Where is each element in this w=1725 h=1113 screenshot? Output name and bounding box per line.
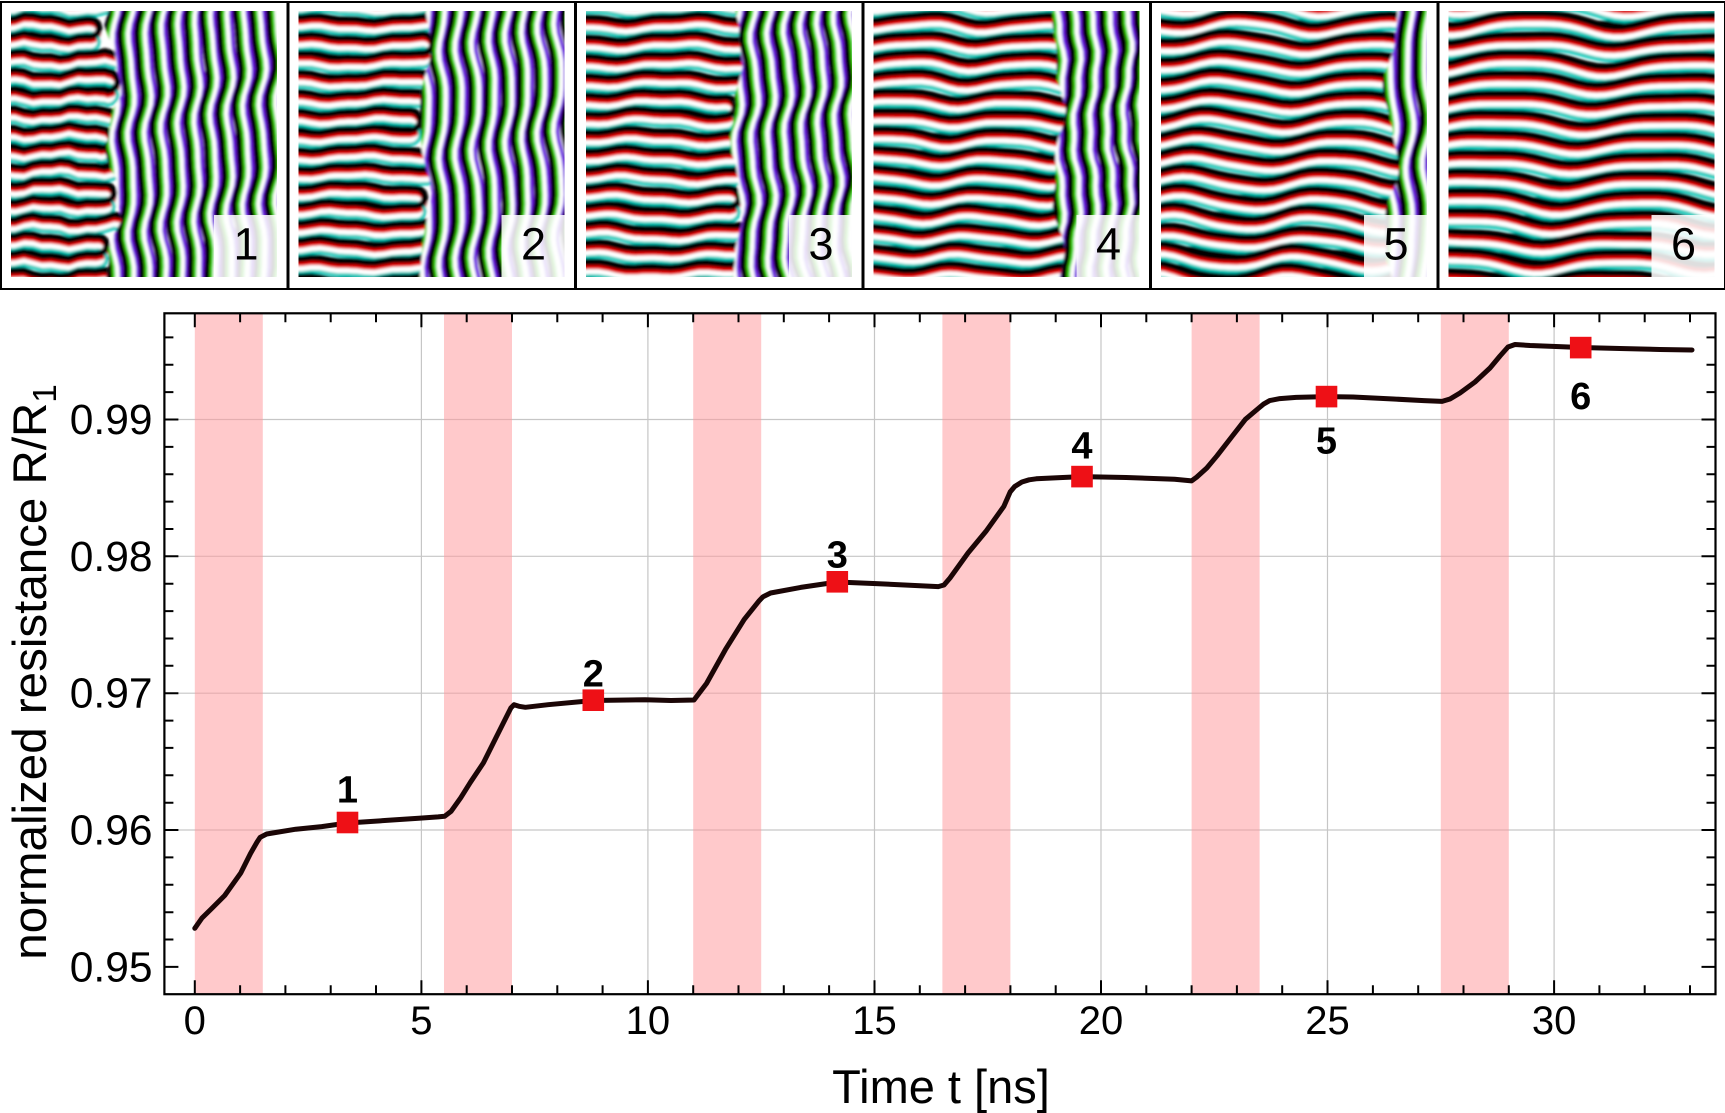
svg-text:25: 25 [1305,999,1350,1043]
svg-text:30: 30 [1532,999,1577,1043]
svg-text:3: 3 [827,535,848,577]
svg-text:1: 1 [337,770,358,812]
svg-text:2: 2 [521,219,546,270]
svg-text:1: 1 [233,219,258,270]
svg-text:5: 5 [1316,421,1337,463]
svg-text:4: 4 [1096,219,1121,270]
svg-text:0.98: 0.98 [70,534,153,581]
svg-text:20: 20 [1079,999,1124,1043]
svg-text:2: 2 [583,654,604,696]
svg-text:5: 5 [410,999,432,1043]
svg-text:0.97: 0.97 [70,671,153,718]
svg-text:0.95: 0.95 [70,944,153,991]
svg-text:6: 6 [1570,376,1591,418]
svg-text:normalized resistance R/R1: normalized resistance R/R1 [4,384,63,959]
svg-text:0.99: 0.99 [70,397,153,444]
svg-text:15: 15 [852,999,897,1043]
svg-text:4: 4 [1071,426,1092,468]
svg-text:0.96: 0.96 [70,808,153,855]
svg-text:0: 0 [184,999,206,1043]
svg-text:6: 6 [1671,219,1696,270]
svg-text:Time t [ns]: Time t [ns] [832,1060,1050,1113]
svg-text:3: 3 [808,219,833,270]
svg-text:5: 5 [1383,219,1408,270]
svg-text:10: 10 [626,999,671,1043]
